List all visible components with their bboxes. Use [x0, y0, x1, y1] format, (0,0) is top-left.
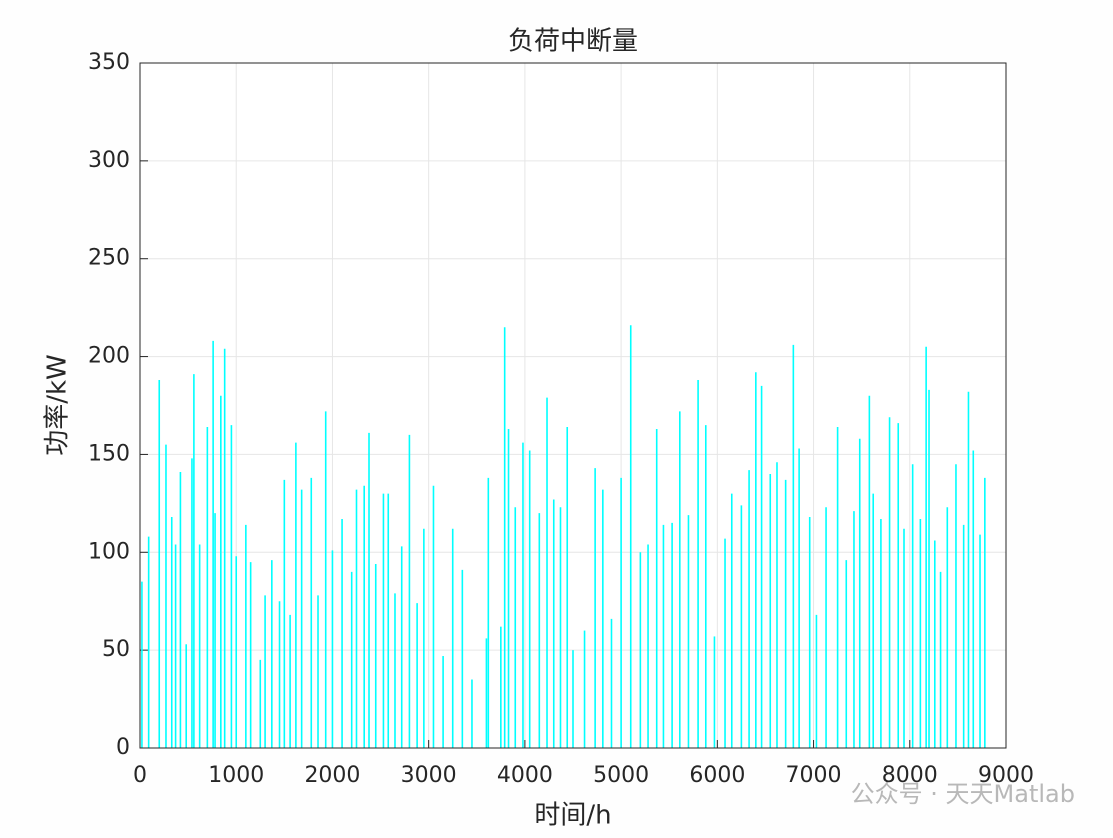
x-axis-label: 时间/h: [534, 801, 611, 831]
y-tick-label: 200: [88, 344, 130, 369]
watermark: 公众号 · 天天Matlab: [851, 780, 1075, 808]
axes-bg: [140, 63, 1006, 748]
y-tick-label: 150: [88, 441, 130, 466]
x-tick-label: 9000: [978, 763, 1034, 788]
y-tick-label: 250: [88, 246, 130, 271]
x-tick-label: 0: [133, 763, 147, 788]
x-tick-label: 7000: [786, 763, 842, 788]
chart-title: 负荷中断量: [508, 27, 638, 57]
y-tick-label: 0: [116, 735, 130, 760]
x-tick-label: 2000: [304, 763, 360, 788]
y-tick-label: 100: [88, 539, 130, 564]
x-tick-label: 6000: [689, 763, 745, 788]
axes-box: [139, 62, 1007, 749]
x-tick-label: 1000: [208, 763, 264, 788]
y-axis-label: 功率/kW: [43, 354, 73, 456]
y-tick-label: 350: [88, 50, 130, 75]
x-tick-label: 4000: [497, 763, 553, 788]
y-tick-label: 50: [102, 637, 130, 662]
x-tick-label: 5000: [593, 763, 649, 788]
x-tick-label: 8000: [882, 763, 938, 788]
y-tick-label: 300: [88, 148, 130, 173]
x-tick-label: 3000: [401, 763, 457, 788]
